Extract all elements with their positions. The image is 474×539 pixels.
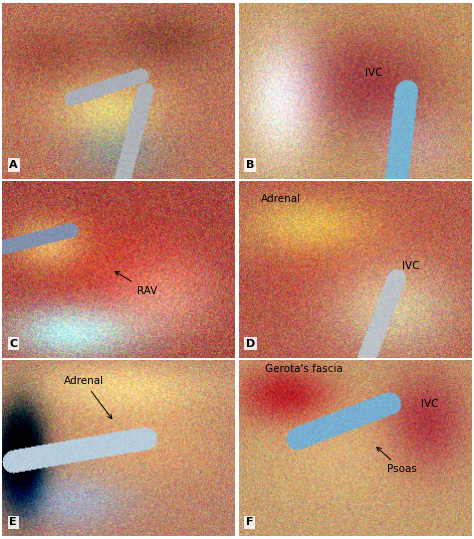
Text: IVC: IVC — [365, 68, 383, 78]
Text: D: D — [246, 338, 255, 349]
Text: C: C — [9, 338, 18, 349]
Text: B: B — [246, 160, 254, 170]
Text: F: F — [246, 517, 253, 528]
Text: IVC: IVC — [402, 261, 420, 271]
Text: Adrenal: Adrenal — [261, 194, 301, 204]
Text: E: E — [9, 517, 17, 528]
Text: Adrenal: Adrenal — [64, 376, 112, 419]
Text: IVC: IVC — [421, 399, 438, 409]
Text: Gerota's fascia: Gerota's fascia — [265, 364, 343, 374]
Text: Psoas: Psoas — [377, 447, 417, 474]
Text: RAV: RAV — [115, 272, 157, 295]
Text: A: A — [9, 160, 18, 170]
